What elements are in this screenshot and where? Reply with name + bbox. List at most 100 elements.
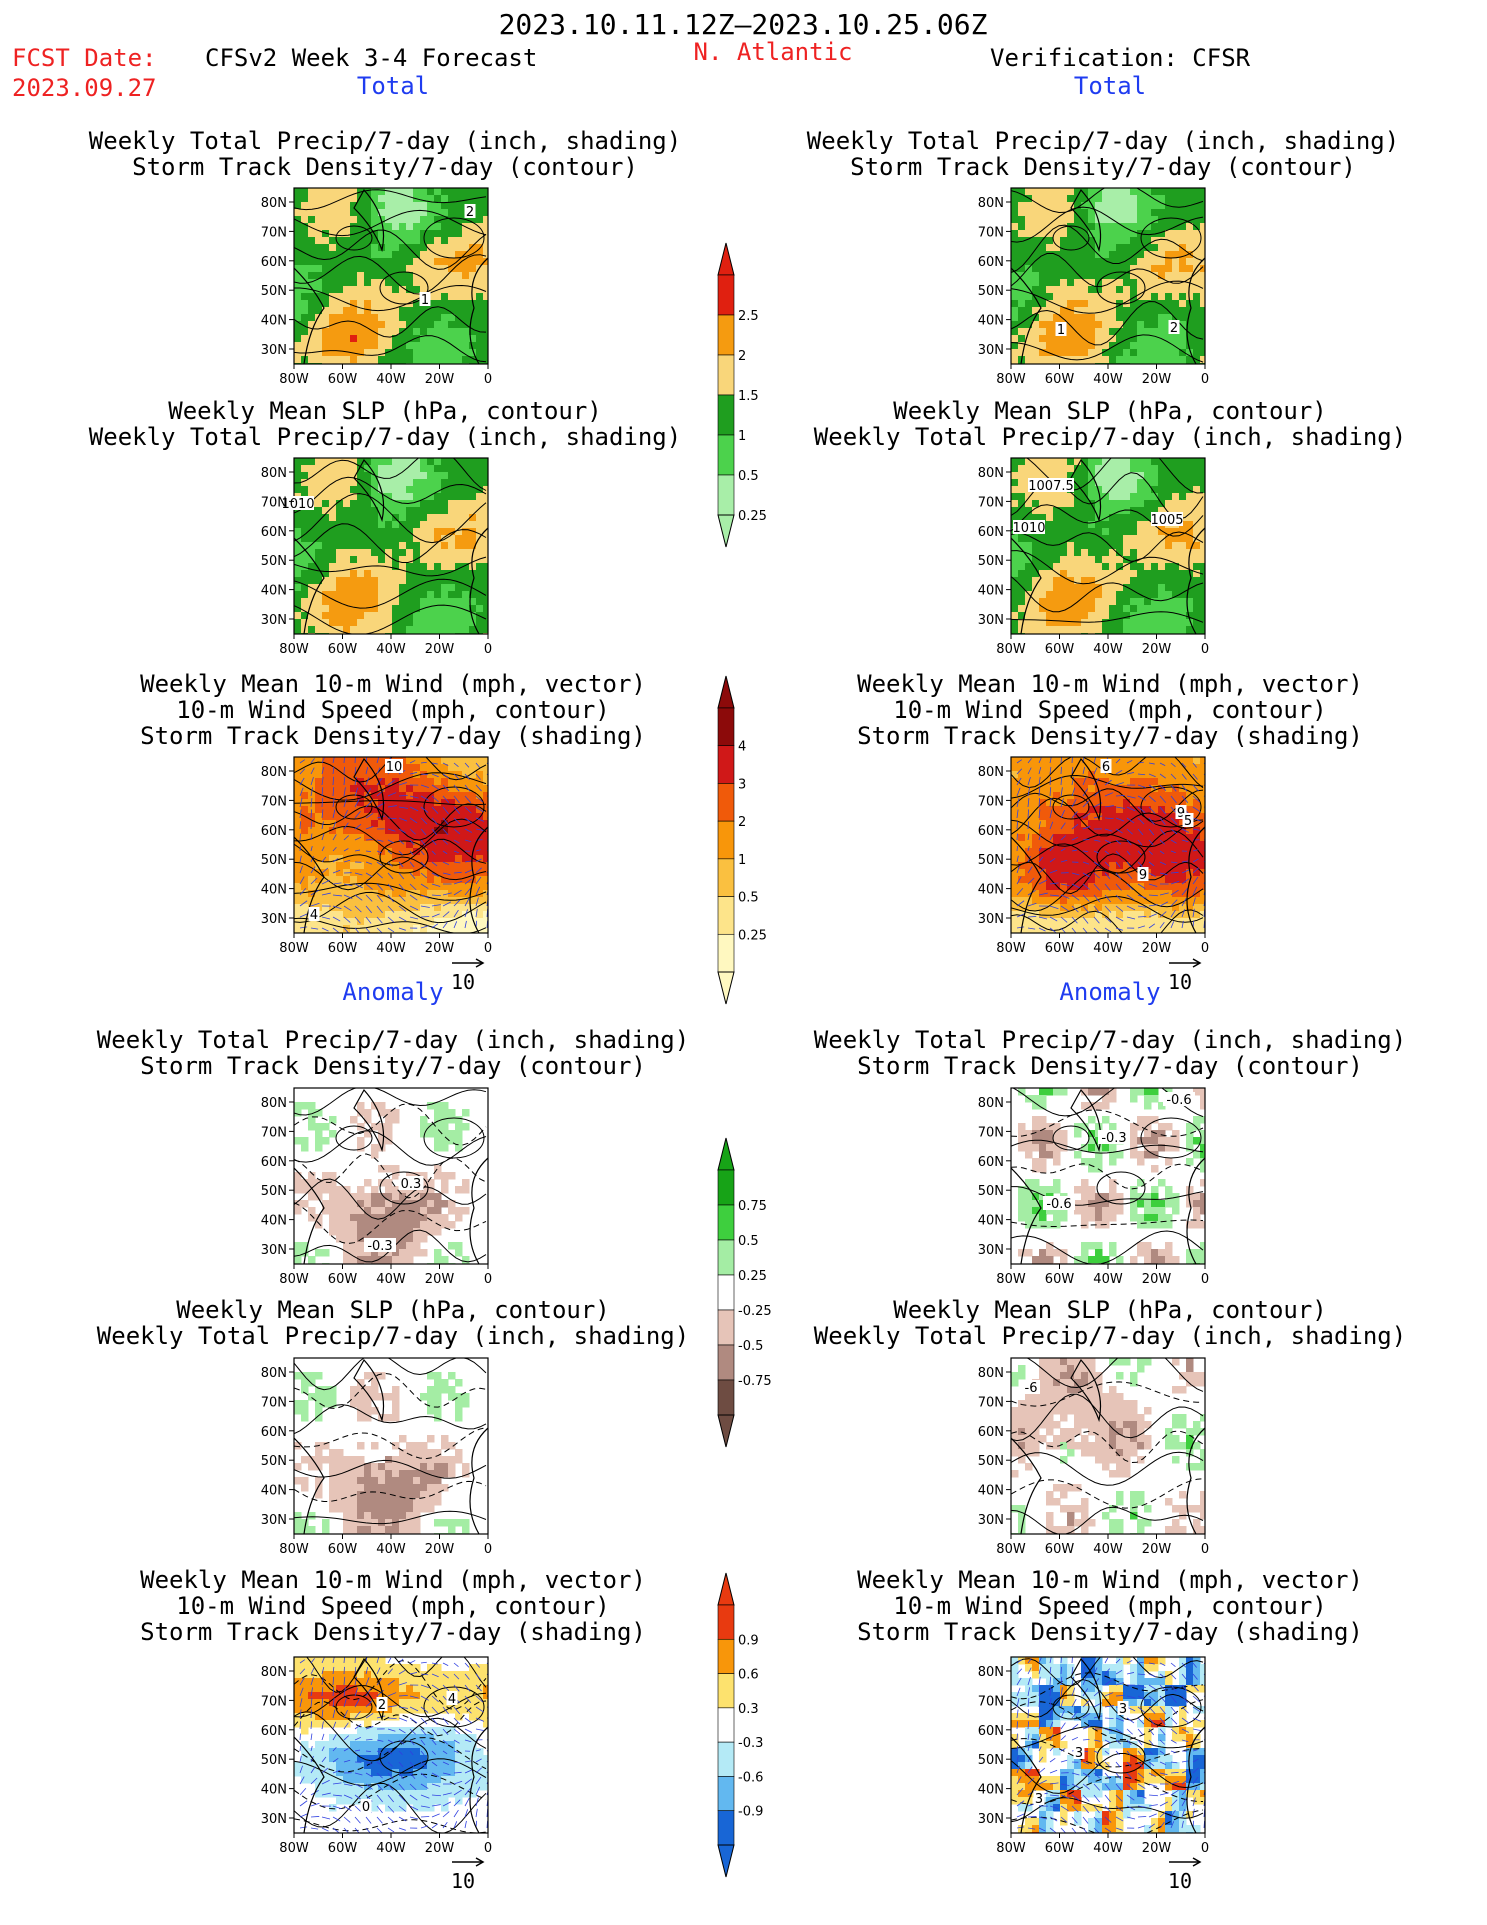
map-panel-cfsr-anom-precip: -0.6 -0.3 -0.6 80N 70N 60N 50N 40N 30N 80W 60W 40W 2…: [978, 1087, 1209, 1287]
lat-label: 70N: [261, 1395, 287, 1410]
lon-label: 20W: [425, 1841, 455, 1856]
lat-label: 40N: [978, 584, 1004, 599]
contour-label: 9: [1177, 806, 1185, 821]
lon-label: 40W: [376, 1542, 406, 1557]
colorbar-label: 0.9: [738, 1633, 759, 1648]
lat-label: 40N: [978, 1214, 1004, 1229]
lat-label: 60N: [978, 824, 1004, 839]
contour-label: 2: [466, 205, 474, 220]
colorbar-label: 2: [738, 815, 746, 830]
lon-label: 40W: [1093, 1542, 1123, 1557]
title-fcst-total-precip: Weekly Total Precip/7-day (inch, shading…: [88, 127, 682, 181]
lon-label: 80W: [279, 372, 309, 387]
contour-label-bg: [1043, 1196, 1075, 1210]
lon-label: 40W: [376, 1841, 406, 1856]
lat-label: 70N: [978, 1125, 1004, 1140]
lat-label: 80N: [978, 196, 1004, 211]
contour-label-bg: [1168, 320, 1180, 334]
section-anomaly-left: Anomaly: [342, 978, 444, 1006]
lat-label: 40N: [261, 883, 287, 898]
title-cfsr-anom-slp: Weekly Mean SLP (hPa, contour) Weekly Tot…: [813, 1296, 1407, 1350]
lon-label: 80W: [279, 1272, 309, 1287]
lat-label: 30N: [978, 1513, 1004, 1528]
lon-label: 0: [1201, 1272, 1209, 1287]
section-total-left: Total: [356, 72, 430, 100]
contour-label: 5: [1184, 814, 1192, 829]
lat-label: 50N: [261, 1184, 287, 1199]
lat-label: 30N: [261, 912, 287, 927]
colorbar-label: 0.3: [738, 1702, 759, 1717]
colorbar-label: 0.25: [738, 928, 767, 943]
vector-scale-fcst-total: 10: [451, 958, 485, 994]
lat-label: 70N: [978, 794, 1004, 809]
contour-label: 6: [1102, 760, 1110, 775]
contour-label-bg: [1100, 759, 1112, 773]
contour-label-bg: [419, 292, 431, 306]
contour-label-bg: [308, 907, 320, 921]
lon-label: 60W: [1045, 941, 1075, 956]
contour-label: 1010: [281, 497, 314, 512]
lat-label: 80N: [978, 1665, 1004, 1680]
lat-label: 30N: [261, 1243, 287, 1258]
colorbar-label: 0.5: [738, 469, 759, 484]
lat-label: 80N: [261, 1665, 287, 1680]
lon-label: 60W: [1045, 1841, 1075, 1856]
lat-label: 70N: [261, 1694, 287, 1709]
region-title: N. Atlantic: [693, 38, 853, 66]
colorbar-label: -0.25: [738, 1304, 772, 1319]
title-cfsr-total-slp: Weekly Mean SLP (hPa, contour) Weekly Tot…: [813, 397, 1407, 451]
lon-label: 80W: [996, 941, 1026, 956]
lon-label: 0: [484, 1542, 492, 1557]
lon-label: 40W: [376, 1272, 406, 1287]
lon-label: 20W: [1142, 372, 1172, 387]
colorbar-label: 0.25: [738, 1269, 767, 1284]
map-panel-fcst-anom-precip: 0.3 -0.3 80N 70N 60N 50N 40N 30N 80W 60W 40W 20W 0: [261, 1087, 492, 1287]
lon-label: 80W: [996, 372, 1026, 387]
lat-label: 60N: [978, 525, 1004, 540]
lat-label: 60N: [261, 1724, 287, 1739]
lat-label: 60N: [261, 525, 287, 540]
colorbar-label: -0.6: [738, 1770, 763, 1785]
lat-label: 60N: [261, 1155, 287, 1170]
lat-label: 30N: [978, 613, 1004, 628]
lat-label: 30N: [261, 1812, 287, 1827]
contour-label: -0.3: [367, 1239, 392, 1254]
lat-label: 50N: [261, 1454, 287, 1469]
lon-label: 0: [484, 372, 492, 387]
lat-label: 70N: [978, 225, 1004, 240]
contour-label: 1007.5: [1028, 479, 1074, 494]
product-title: CFSv2 Week 3-4 Forecast: [205, 44, 538, 72]
lat-label: 70N: [978, 1694, 1004, 1709]
contour-label-bg: [1013, 520, 1045, 534]
lon-label: 60W: [328, 941, 358, 956]
title-fcst-total-wind: Weekly Mean 10-m Wind (mph, vector) 10-m …: [140, 670, 646, 750]
colorbar-label: 0.5: [738, 1234, 759, 1249]
colorbar-label: 0.25: [738, 509, 767, 524]
colorbar-label: 2.5: [738, 309, 759, 324]
map-panel-cfsr-anom-wind: 3 3 3 80N 70N 60N 50N 40N 30N 80W 60W 40W 20W 0: [978, 1656, 1209, 1856]
lon-label: 60W: [328, 372, 358, 387]
contour-label-bg: [1028, 478, 1074, 492]
lat-label: 80N: [978, 765, 1004, 780]
colorbar-precip_total: 2.5 2 1.5 1 0.5 0.25: [717, 242, 767, 548]
lat-label: 30N: [261, 613, 287, 628]
lat-label: 70N: [978, 495, 1004, 510]
contour-label: 3: [1035, 1792, 1043, 1807]
contour-label-bg: [1137, 867, 1149, 881]
contour-label-bg: [385, 759, 403, 773]
colorbar-label: 0.75: [738, 1199, 767, 1214]
fcst-date-value: 2023.09.27: [12, 74, 157, 102]
lat-label: 70N: [261, 1125, 287, 1140]
lat-label: 40N: [978, 314, 1004, 329]
contour-label: 1: [1057, 323, 1065, 338]
title-fcst-total-slp: Weekly Mean SLP (hPa, contour) Weekly Tot…: [88, 397, 682, 451]
colorbar-label: -0.9: [738, 1805, 763, 1820]
lon-label: 20W: [1142, 1841, 1172, 1856]
contour-label: 1005: [1150, 513, 1183, 528]
verification-title: Verification: CFSR: [990, 44, 1251, 72]
lon-label: 20W: [425, 1542, 455, 1557]
contour-label: 9: [1139, 868, 1147, 883]
lon-label: 20W: [425, 1272, 455, 1287]
lat-label: 40N: [978, 1484, 1004, 1499]
